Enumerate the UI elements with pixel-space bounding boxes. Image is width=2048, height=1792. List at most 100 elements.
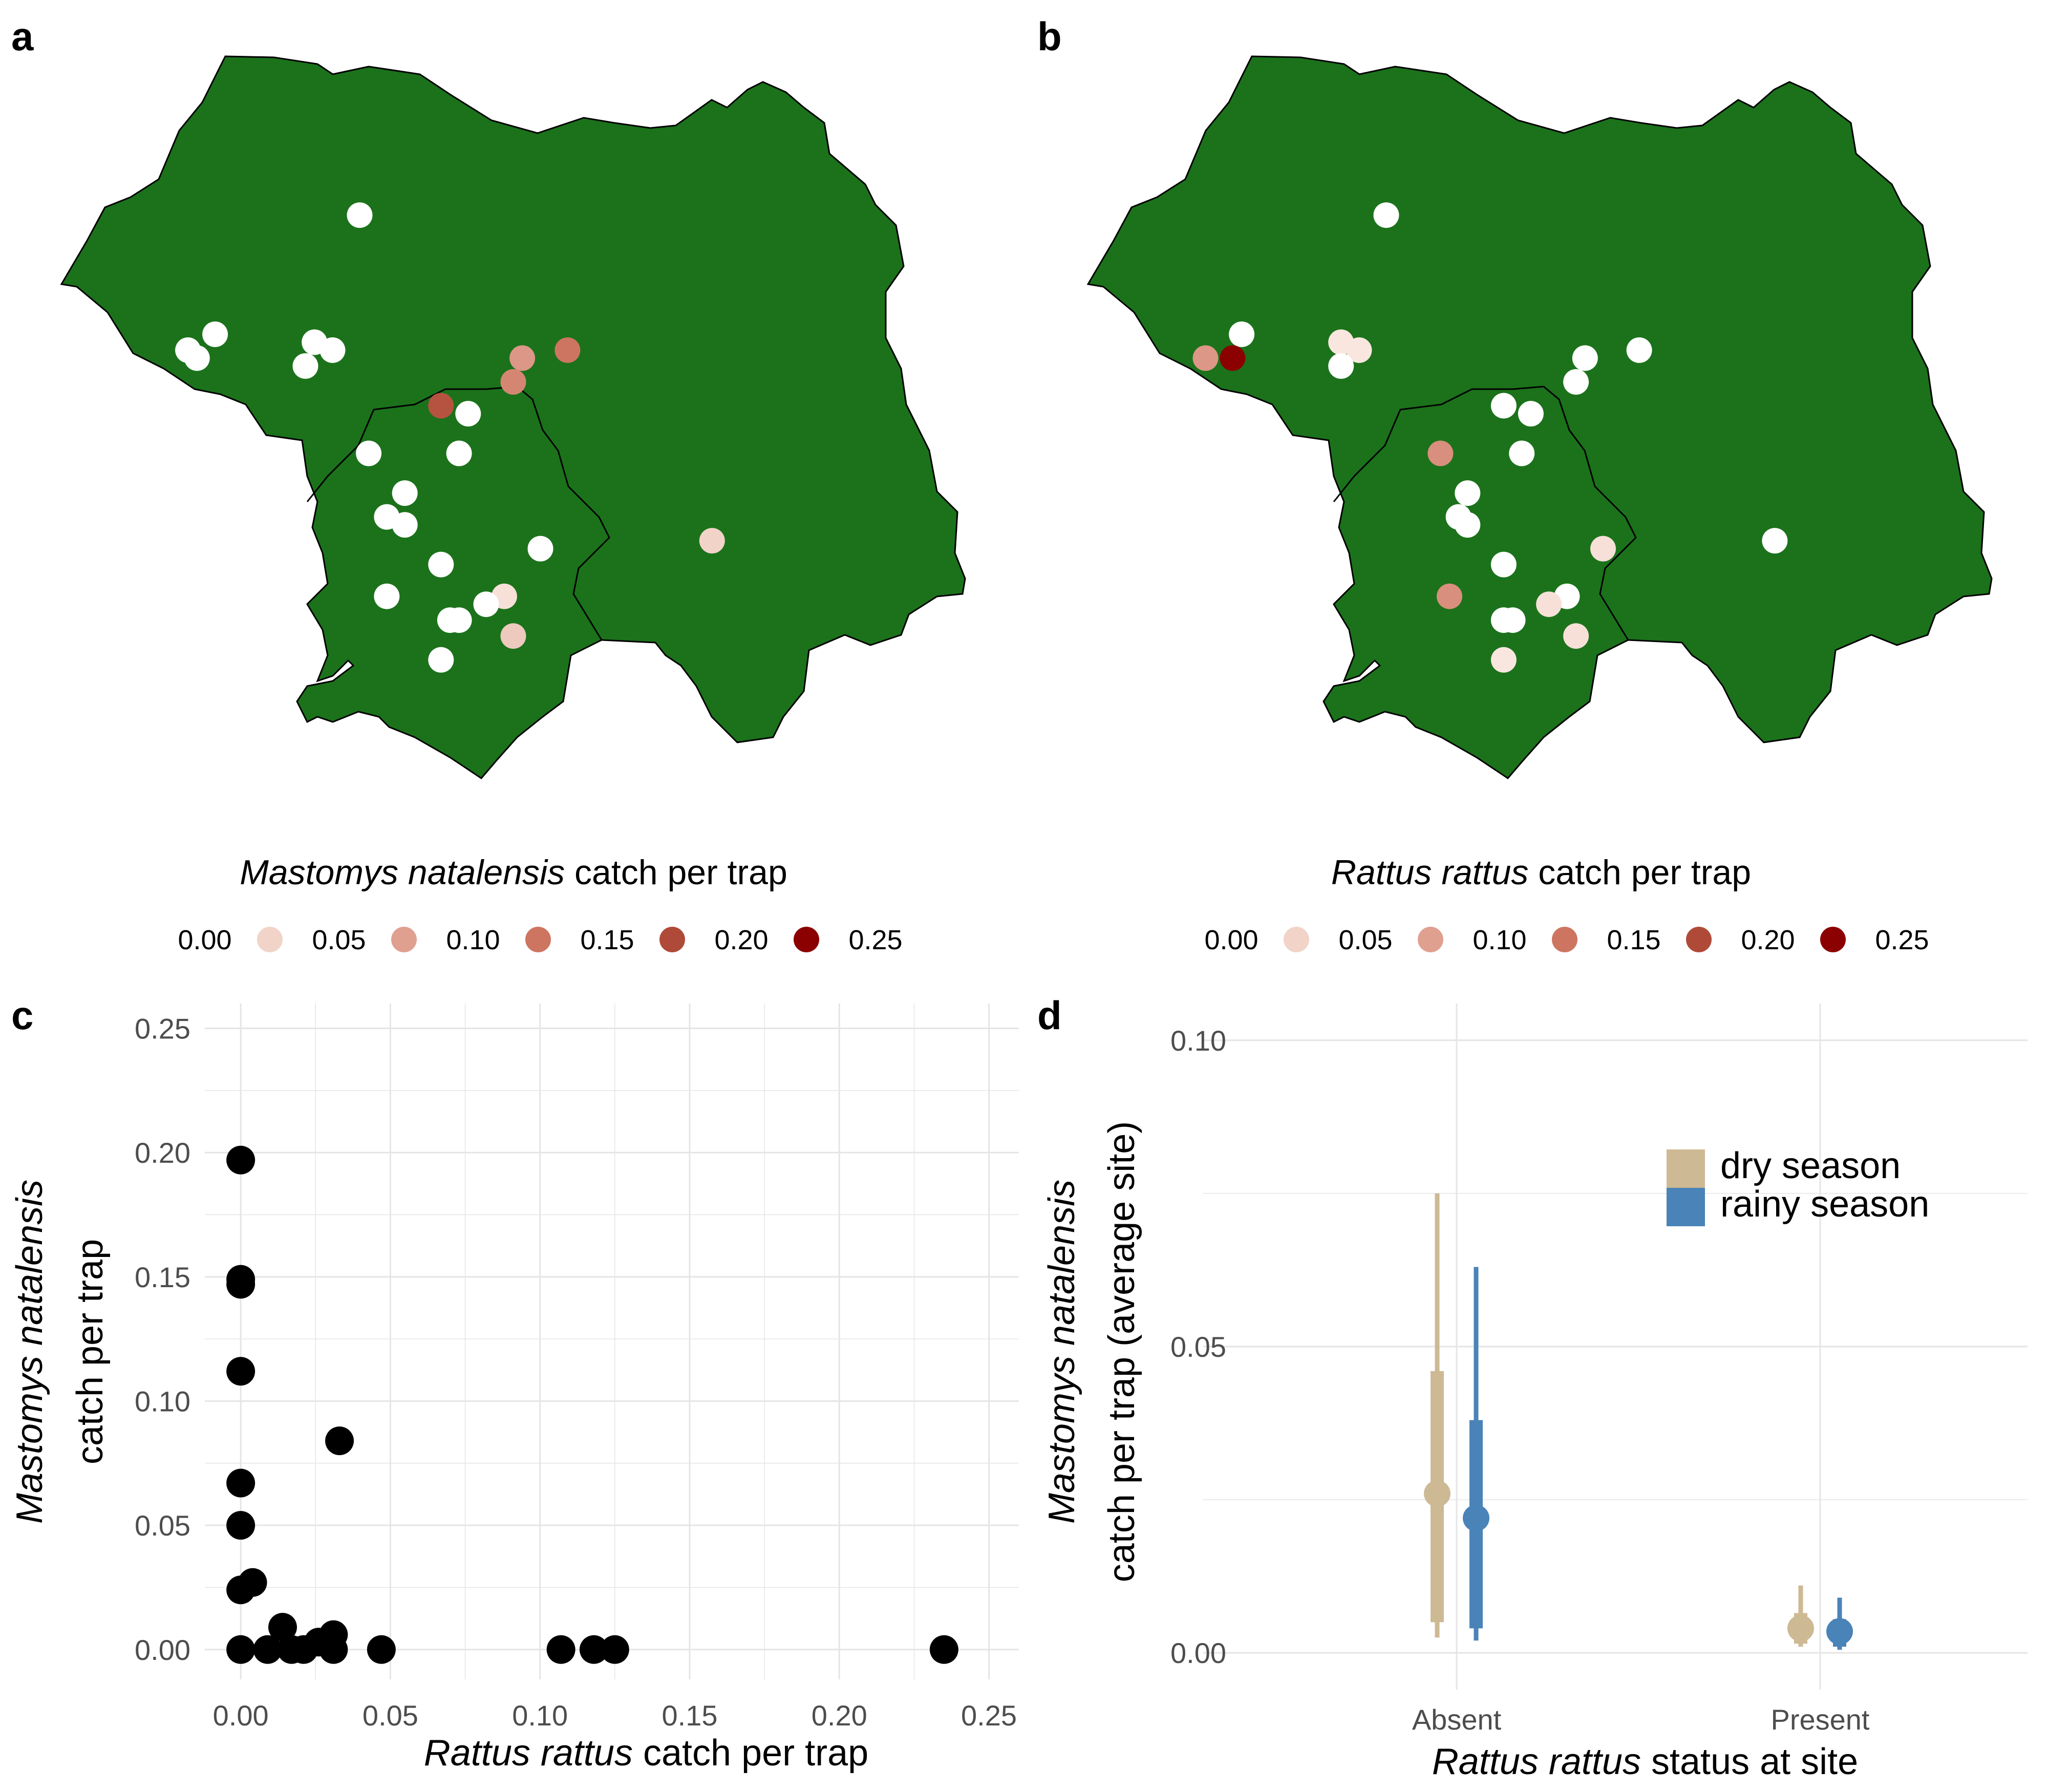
site-point [1590, 536, 1616, 562]
legend-key-dot [391, 927, 417, 952]
site-point [374, 583, 400, 609]
legend-value-label: 0.05 [312, 925, 366, 955]
x-tick-label: 0.20 [812, 1699, 867, 1732]
panel-b-legend-title: Rattus rattus catch per trap [1331, 853, 1751, 892]
data-point [226, 1270, 255, 1299]
data-point [367, 1635, 396, 1664]
legend-key-dot [1418, 927, 1443, 952]
panel-b-legend: Rattus rattus catch per trap 0.00 0.05 0.1… [1204, 853, 1929, 955]
site-point [392, 512, 418, 538]
data-point [268, 1613, 297, 1642]
legend-swatch [1667, 1188, 1705, 1226]
site-point [1536, 591, 1562, 617]
panel-a: a Mastomys natalensis catch per trap 0.0… [11, 14, 966, 955]
panel-a-legend-keys: 0.00 0.05 0.10 0.15 0.20 0.25 [178, 925, 902, 955]
legend-label: rainy season [1720, 1184, 1929, 1225]
panel-c-y-axis-title-line1: Mastomys natalensis [9, 1180, 50, 1524]
panel-c-x-axis-title: Rattus rattus catch per trap [424, 1733, 868, 1774]
site-point [184, 345, 210, 371]
y-tick-label: 0.00 [1170, 1637, 1226, 1669]
site-point [527, 536, 553, 562]
map-sites [175, 202, 725, 673]
y-tick-label: 0.05 [1170, 1331, 1226, 1363]
x-tick-label: Present [1771, 1703, 1870, 1736]
data-point [226, 1357, 255, 1386]
legend-value-label: 0.05 [1338, 925, 1392, 955]
site-point [1437, 583, 1462, 609]
legend-value-label: 0.00 [1204, 925, 1258, 955]
site-point [1626, 337, 1652, 363]
site-point [699, 528, 725, 554]
map-district-outline [60, 55, 966, 779]
legend-label: dry season [1720, 1145, 1901, 1186]
panel-d-y-axis-title-line2: catch per trap (average site) [1101, 1121, 1142, 1582]
legend-key-dot [1820, 927, 1846, 952]
y-tick-label: 0.10 [1170, 1025, 1226, 1057]
legend-swatch [1667, 1149, 1705, 1188]
site-point [455, 401, 481, 426]
legend-value-label: 0.15 [1607, 925, 1660, 955]
x-tick-label: 0.25 [961, 1699, 1017, 1732]
site-point [1572, 345, 1598, 371]
site-point [1346, 337, 1372, 363]
site-point [1500, 607, 1526, 633]
panel-c-letter: c [11, 993, 33, 1038]
legend-value-label: 0.25 [1875, 925, 1929, 955]
legend-value-label: 0.25 [848, 925, 902, 955]
panel-c-plot: 0.00 0.05 0.10 0.15 0.20 0.25 0.00 0.05 0.10 0.15… [135, 1004, 1019, 1732]
median-point [1787, 1615, 1814, 1642]
panel-d-x-axis-title: Rattus rattus status at site [1432, 1741, 1858, 1782]
site-point [1328, 353, 1354, 379]
data-point [226, 1145, 255, 1175]
site-point [356, 440, 382, 466]
y-tick-label: 0.05 [135, 1509, 190, 1542]
x-tick-label: 0.10 [512, 1699, 568, 1732]
site-point [428, 551, 454, 578]
site-point [1490, 647, 1517, 673]
site-point [1563, 623, 1589, 649]
legend-value-label: 0.10 [446, 925, 500, 955]
data-point [226, 1468, 255, 1498]
legend-value-label: 0.10 [1473, 925, 1526, 955]
panel-c-y-axis-title-line2: catch per trap [70, 1239, 111, 1464]
site-point [292, 353, 318, 379]
site-point [1509, 440, 1535, 466]
legend-key-dot [794, 927, 819, 952]
site-point [509, 345, 536, 371]
data-point [226, 1635, 255, 1664]
y-tick-label: 0.15 [135, 1261, 190, 1293]
legend-value-label: 0.15 [580, 925, 634, 955]
site-point [1455, 480, 1481, 506]
map-subdistrict-border [306, 386, 610, 641]
panel-a-legend: Mastomys natalensis catch per trap 0.00 0… [178, 853, 902, 955]
data-point [579, 1635, 608, 1664]
x-tick-label: Absent [1412, 1703, 1502, 1736]
site-point [446, 607, 472, 633]
data-point [600, 1635, 629, 1664]
site-point [1373, 202, 1399, 228]
panel-c: c 0.00 0.05 0.10 0.15 0.20 0.250.000.050.100.… [9, 993, 1019, 1774]
site-point [1220, 345, 1246, 371]
x-tick-label: 0.15 [662, 1699, 717, 1732]
site-point [1455, 512, 1481, 538]
y-tick-label: 0.10 [135, 1385, 190, 1417]
panel-d: d 0.00 0.05 0.10 Absent Present Rattus rattu… [1037, 993, 2028, 1782]
site-point [1762, 528, 1788, 554]
panel-d-plot: 0.00 0.05 0.10 Absent Present [1170, 1004, 2028, 1736]
panel-b-legend-keys: 0.00 0.05 0.10 0.15 0.20 0.25 [1204, 925, 1929, 955]
site-point [202, 321, 228, 347]
site-point [473, 591, 499, 617]
site-point [1518, 401, 1544, 426]
panel-d-y-axis-title-line1: Mastomys natalensis [1041, 1180, 1082, 1524]
x-tick-label: 0.00 [213, 1699, 269, 1732]
legend-value-label: 0.20 [1741, 925, 1795, 955]
legend-key-dot [525, 927, 551, 952]
site-point [1229, 321, 1255, 347]
median-point [1826, 1618, 1853, 1645]
panel-a-legend-title: Mastomys natalensis catch per trap [240, 853, 787, 892]
data-point [546, 1635, 575, 1664]
panel-b: b Rattus rattus catch per trap 0.00 0.05 0… [1037, 14, 1993, 955]
legend-key-dot [1552, 927, 1577, 952]
legend-key-dot [1284, 927, 1309, 952]
